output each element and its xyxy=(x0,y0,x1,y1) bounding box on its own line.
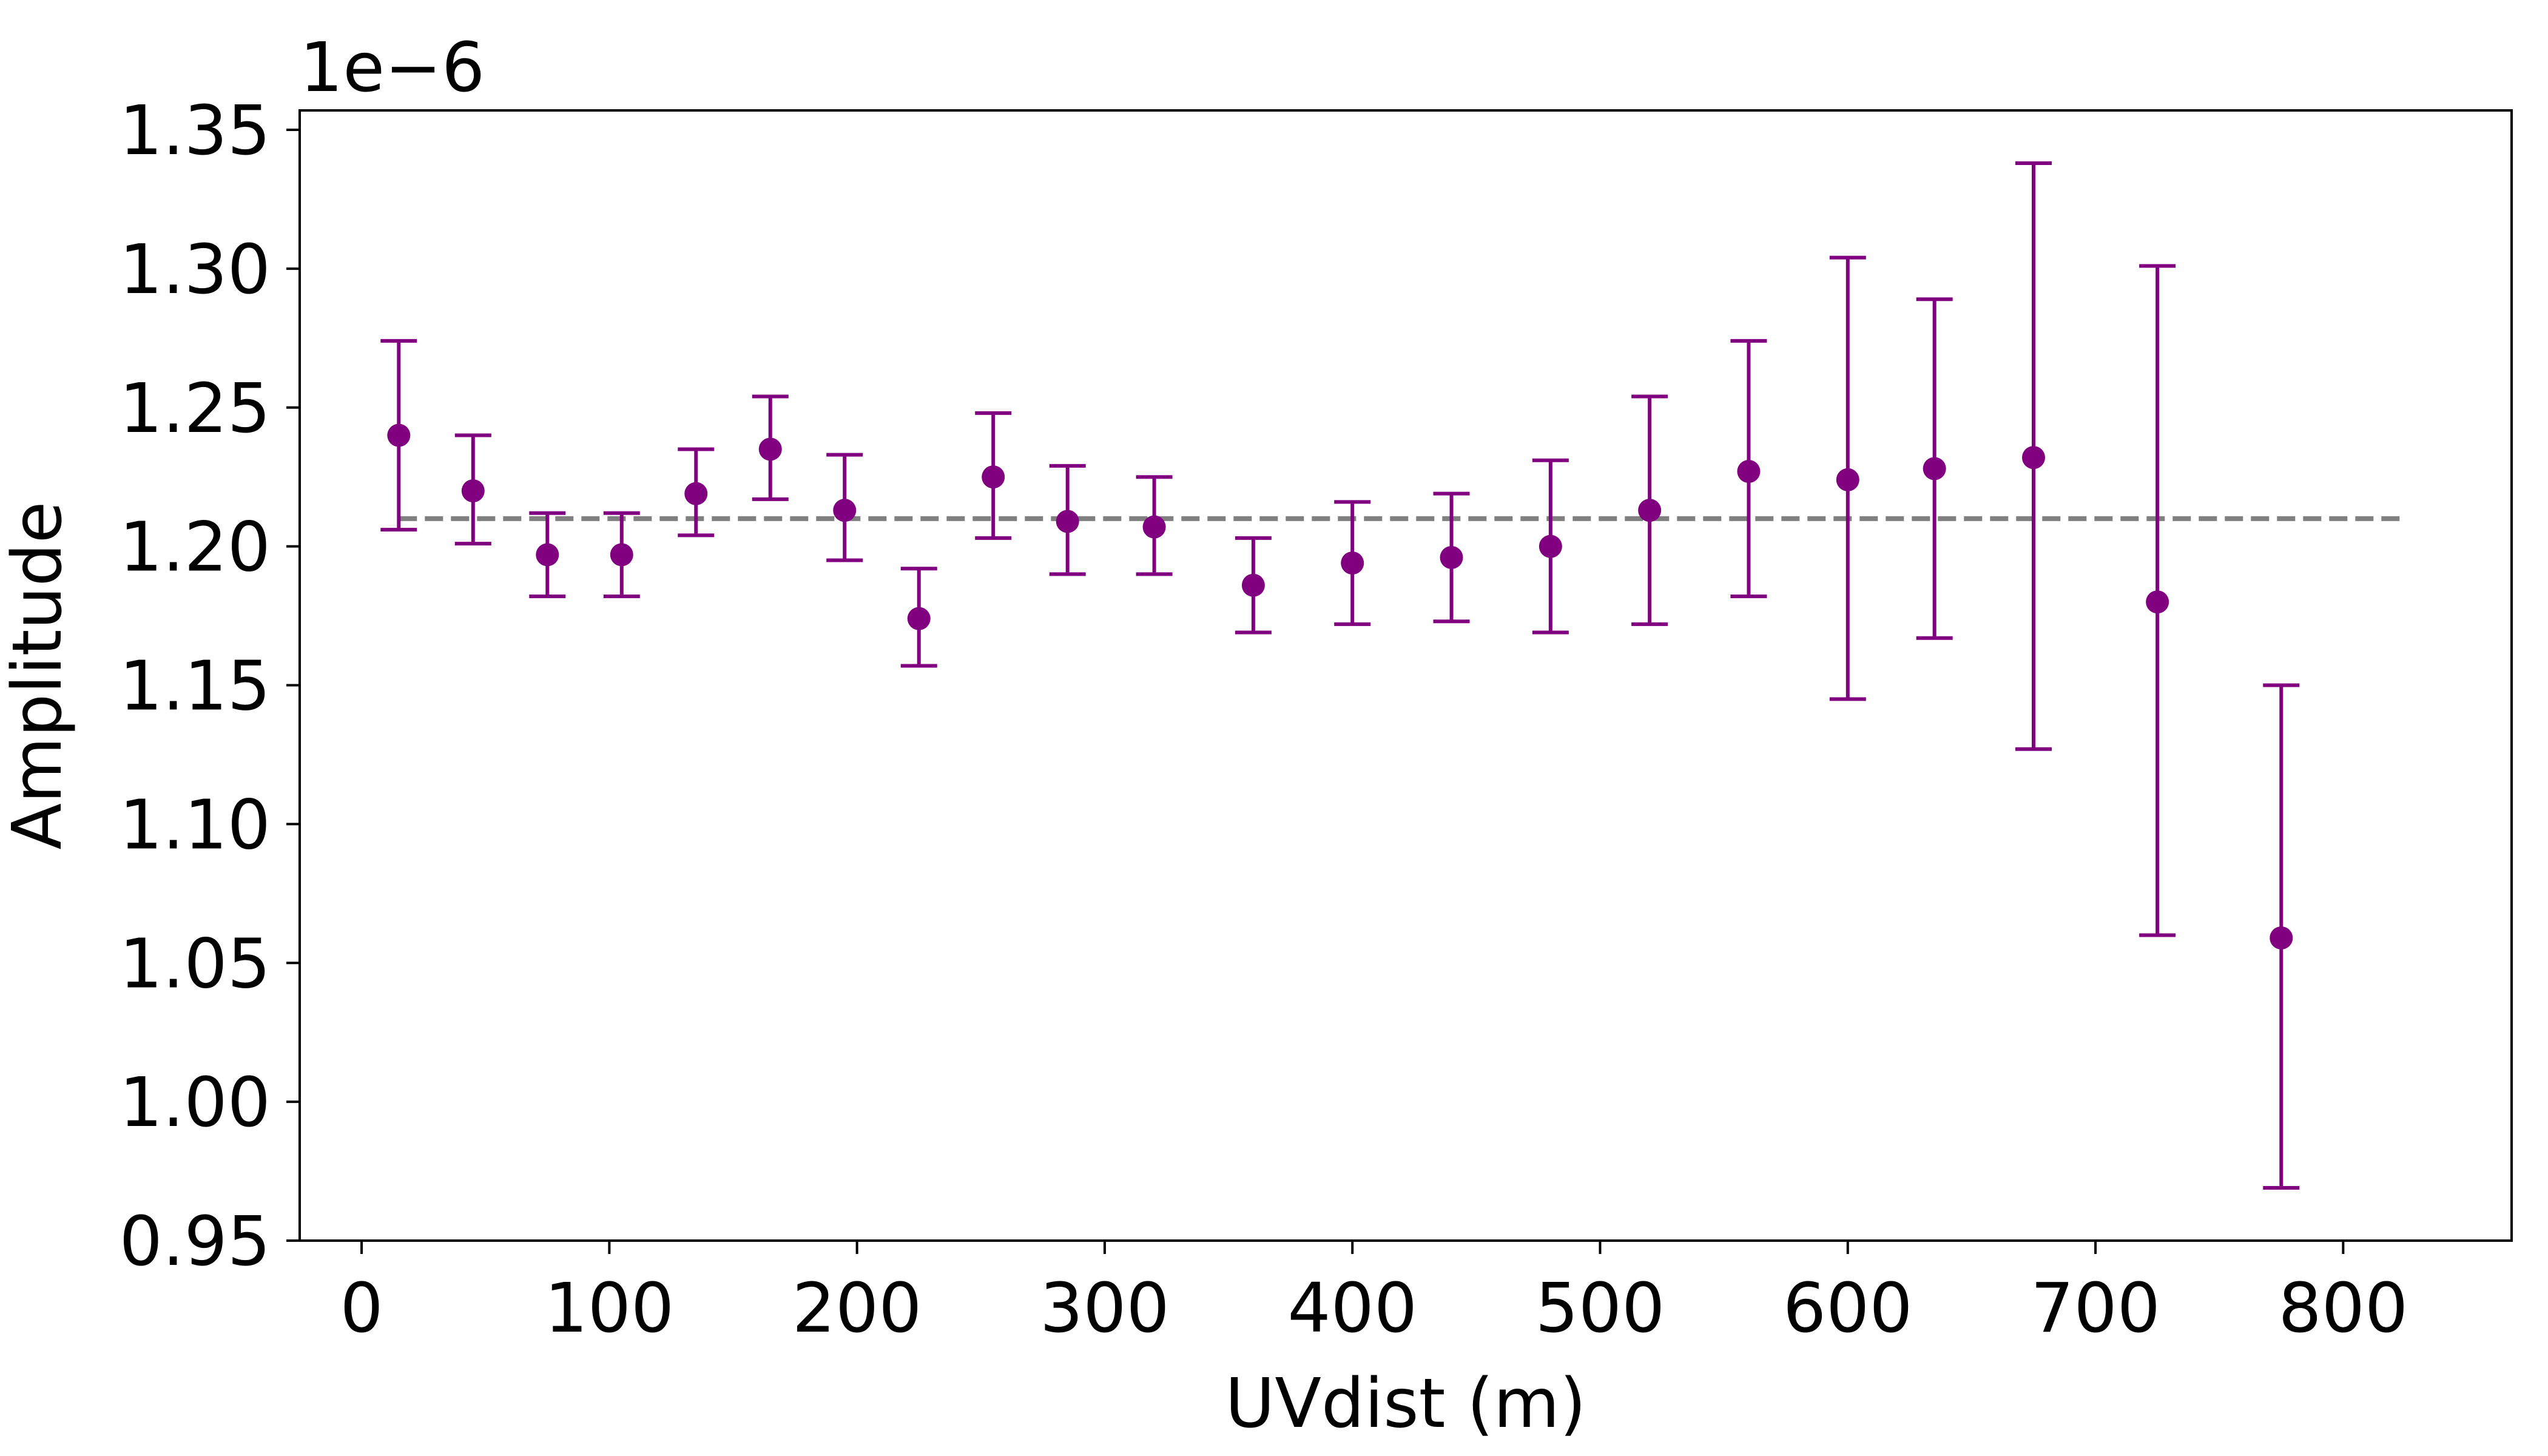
data-point xyxy=(1341,551,1364,575)
data-point-group xyxy=(2139,264,2176,937)
y-tick-label: 1.05 xyxy=(120,925,271,1003)
data-point-group xyxy=(380,339,417,532)
data-point-group xyxy=(1730,339,1767,599)
data-point-group xyxy=(1235,536,1272,635)
data-point-group xyxy=(1334,500,1371,626)
y-axis-label: Amplitude xyxy=(0,502,77,850)
data-point xyxy=(1923,457,1946,480)
x-tick-label: 600 xyxy=(1783,1269,1913,1348)
data-point xyxy=(610,543,633,567)
data-point-group xyxy=(2015,161,2052,751)
y-tick-label: 1.25 xyxy=(120,369,271,448)
x-tick-label: 800 xyxy=(2278,1269,2408,1348)
data-point xyxy=(461,479,485,503)
data-point-group xyxy=(1049,463,1086,576)
y-tick-label: 1.00 xyxy=(120,1063,271,1142)
x-tick-label: 0 xyxy=(340,1269,383,1348)
data-point-group xyxy=(1829,255,1866,701)
data-point-group xyxy=(1631,394,1668,626)
data-point xyxy=(1638,499,1662,522)
y-axis: 0.95 1.00 1.05 1.10 1.15 1.20 1.25 1.30 1.35 xyxy=(120,92,300,1281)
data-point xyxy=(907,607,931,630)
y-tick-label: 1.30 xyxy=(120,231,271,309)
x-tick-label: 700 xyxy=(2031,1269,2160,1348)
data-point-group xyxy=(975,411,1012,540)
data-point-group xyxy=(1532,458,1569,635)
data-point-group xyxy=(1136,475,1173,576)
plot-area xyxy=(380,161,2405,1190)
data-point-group xyxy=(1433,491,1470,624)
data-point xyxy=(2146,590,2169,614)
x-tick-label: 400 xyxy=(1287,1269,1417,1348)
data-point-group xyxy=(752,394,789,501)
data-point xyxy=(1440,545,1463,569)
data-point-group xyxy=(2263,683,2300,1190)
data-point xyxy=(833,499,857,522)
axes-frame xyxy=(298,109,2513,1242)
data-point xyxy=(1142,515,1166,539)
y-offset-text: 1e−6 xyxy=(300,29,485,107)
data-point xyxy=(1056,510,1079,533)
data-point-group xyxy=(900,567,937,668)
data-point xyxy=(2022,446,2046,470)
data-point xyxy=(758,437,782,461)
x-axis: 0 100 200 300 400 500 600 700 800 xyxy=(340,1241,2408,1348)
x-tick-label: 200 xyxy=(792,1269,922,1348)
data-point-group xyxy=(678,447,715,538)
y-tick-label: 1.20 xyxy=(120,508,271,587)
data-point xyxy=(1836,468,1859,491)
y-tick-label: 1.10 xyxy=(120,786,271,864)
x-tick-label: 500 xyxy=(1535,1269,1665,1348)
data-point xyxy=(387,423,411,447)
data-point xyxy=(1737,460,1761,484)
y-tick-label: 1.35 xyxy=(120,92,271,170)
data-point xyxy=(536,543,559,567)
data-point-group xyxy=(826,453,863,562)
data-point-group xyxy=(603,511,640,599)
data-point-group xyxy=(529,511,566,599)
x-tick-label: 300 xyxy=(1040,1269,1170,1348)
y-tick-label: 1.15 xyxy=(120,647,271,726)
data-point xyxy=(982,465,1005,489)
data-point xyxy=(684,482,708,505)
x-tick-label: 100 xyxy=(544,1269,674,1348)
data-point-group xyxy=(1916,297,1953,640)
data-point xyxy=(1539,534,1562,558)
x-axis-label: UVdist (m) xyxy=(1225,1364,1586,1443)
data-point xyxy=(2270,926,2293,950)
data-point-group xyxy=(454,433,491,546)
y-tick-label: 0.95 xyxy=(120,1202,271,1281)
data-point xyxy=(1241,573,1265,597)
